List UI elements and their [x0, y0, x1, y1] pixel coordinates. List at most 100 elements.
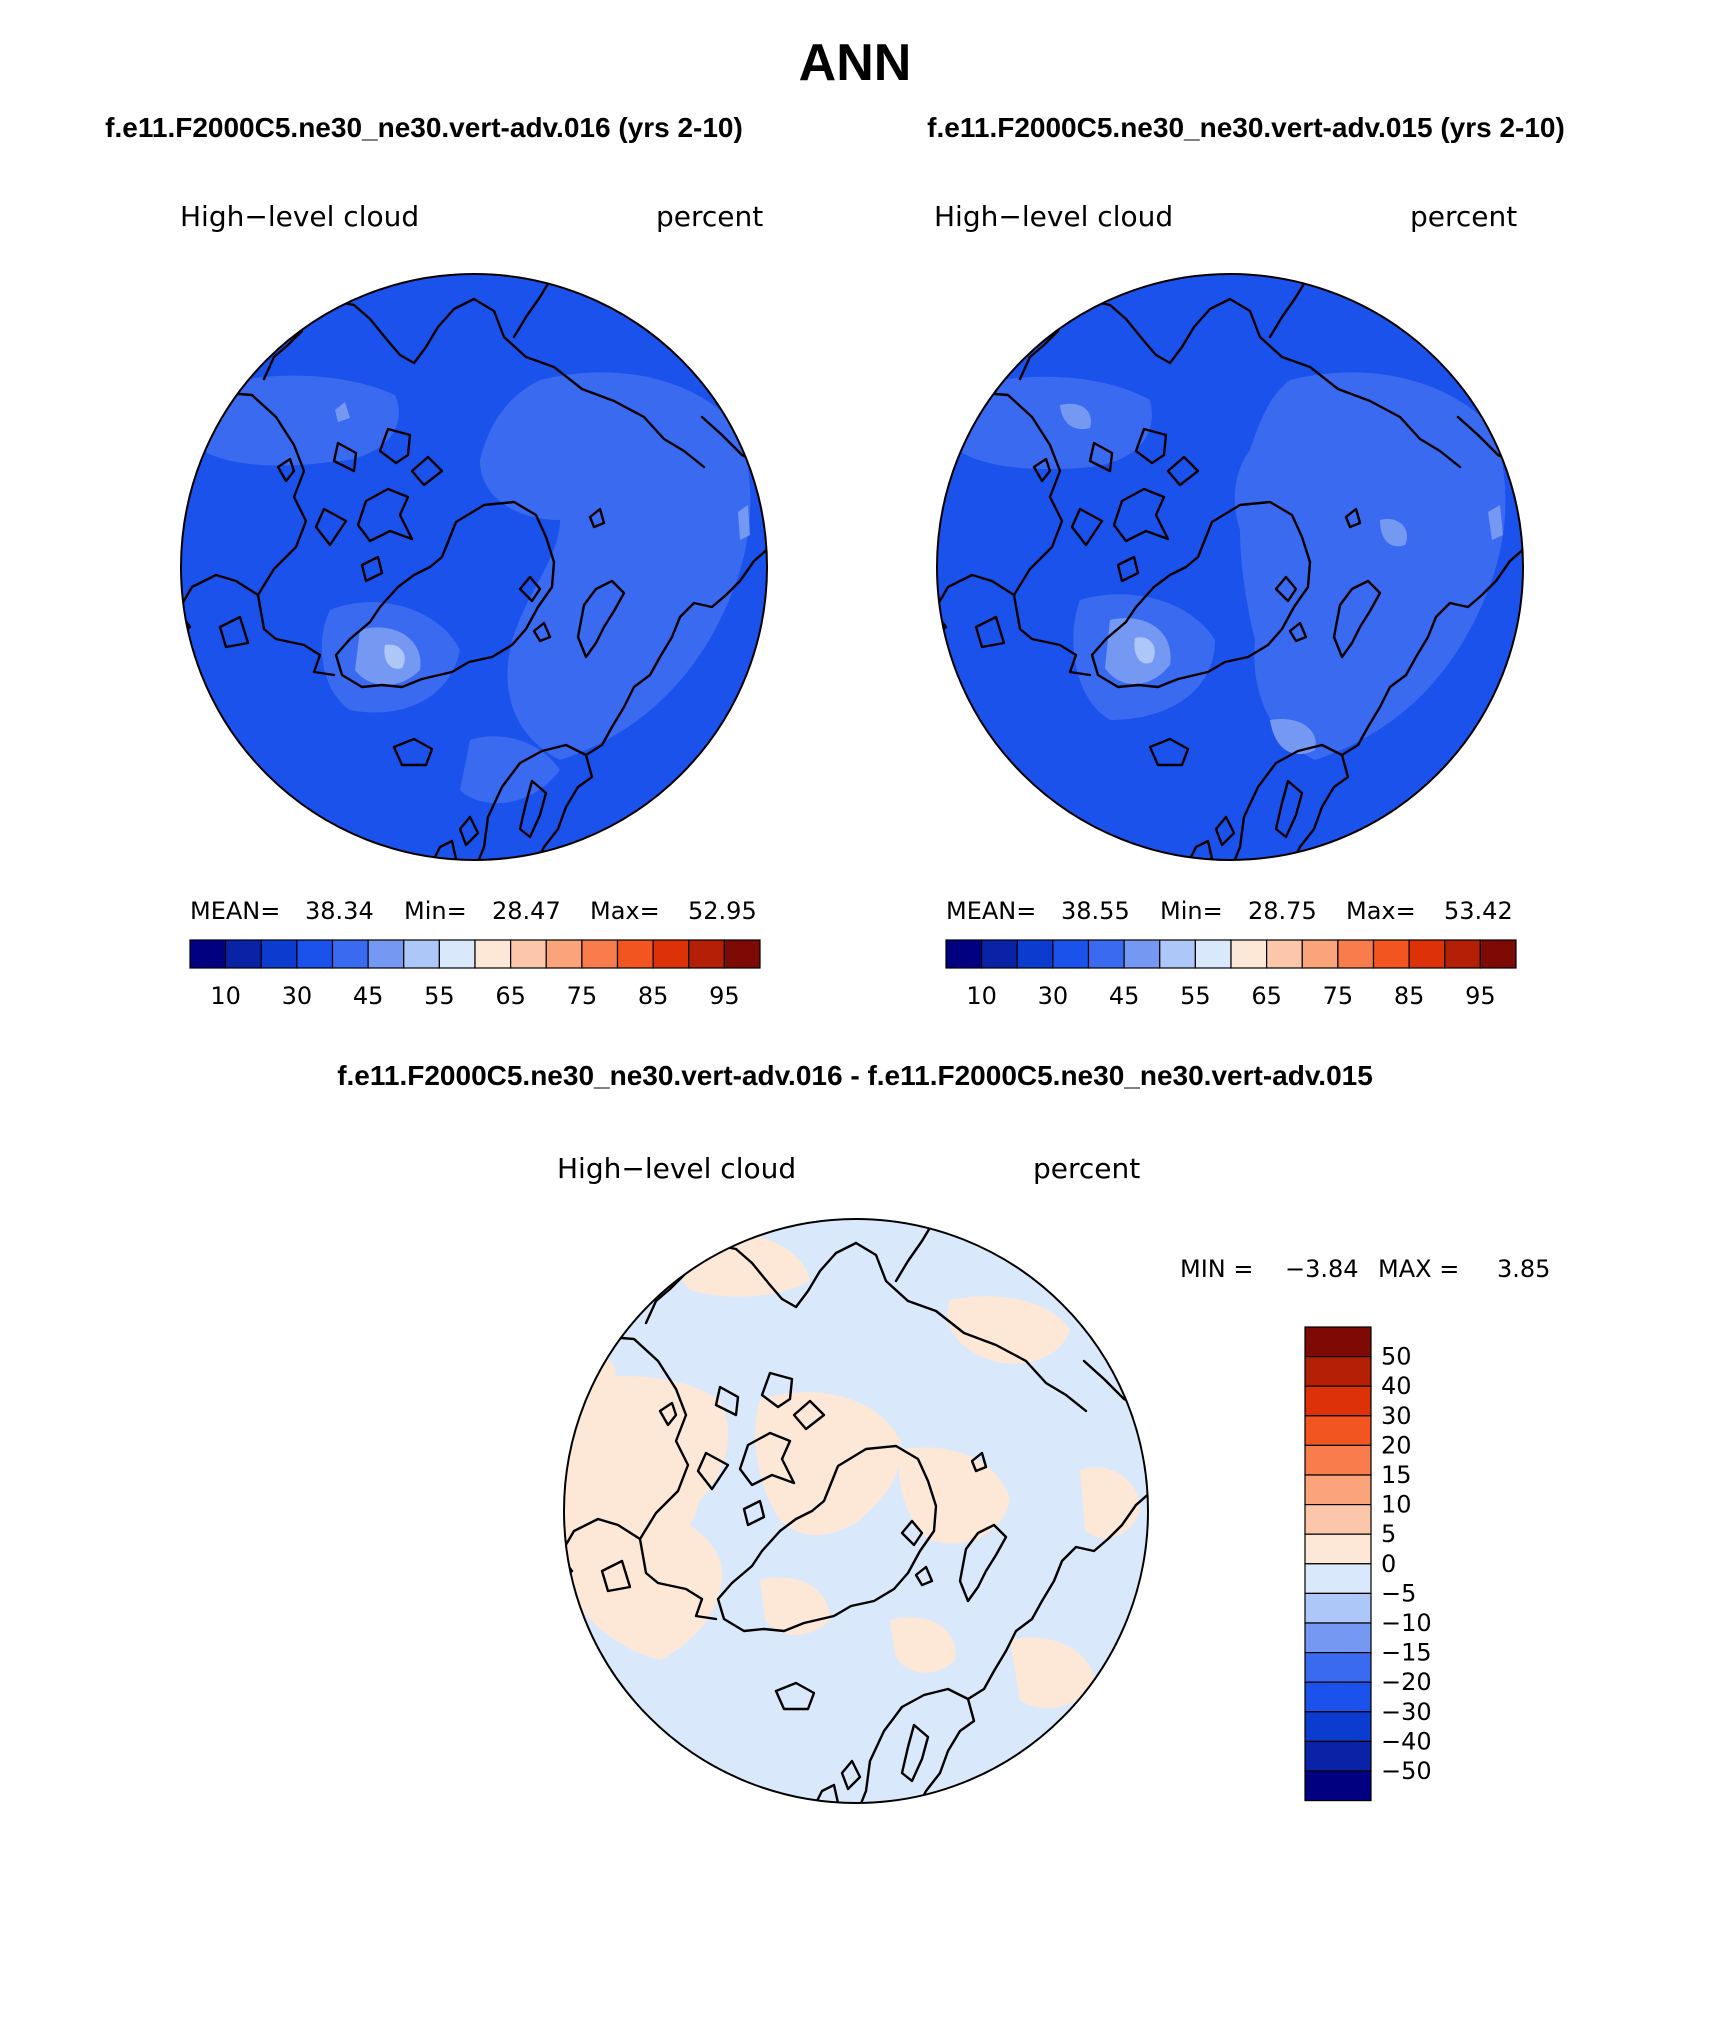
colorbar-016-swatch	[331, 939, 369, 969]
colorbar-016-tick-label: 75	[567, 982, 598, 1010]
max-label-015: Max=	[1346, 897, 1416, 925]
colorbar-016-tick-label: 55	[424, 982, 455, 1010]
min-value-016: 28.47	[492, 897, 561, 925]
colorbar-015-tick-label: 30	[1038, 982, 1069, 1010]
units-label-diff: percent	[1033, 1152, 1140, 1185]
colorbar-015-swatch	[1372, 939, 1410, 969]
colorbar-016-swatch	[581, 939, 619, 969]
colorbar-015-swatch	[1087, 939, 1125, 969]
difference-legend-swatch	[1304, 1503, 1372, 1535]
colorbar-016-swatch	[367, 939, 405, 969]
colorbar-016-swatch	[403, 939, 440, 969]
colorbar-016-tick-label: 85	[638, 982, 669, 1010]
difference-contours	[564, 1229, 1140, 1709]
polar-map-015	[936, 273, 1524, 861]
diff-min-label: MIN =	[1180, 1255, 1253, 1283]
colorbar-015-swatch	[1230, 939, 1268, 969]
diff-max-value: 3.85	[1497, 1255, 1550, 1283]
difference-legend-label: −20	[1381, 1668, 1432, 1696]
units-label-015: percent	[1410, 200, 1517, 233]
panel-case-015: f.e11.F2000C5.ne30_ne30.vert-adv.015 (yr…	[927, 112, 1565, 1010]
max-value-016: 52.95	[688, 897, 757, 925]
colorbar-015-swatch	[1194, 939, 1232, 969]
difference-legend-swatch	[1304, 1681, 1372, 1713]
difference-legend-label: −15	[1381, 1639, 1432, 1667]
difference-title: f.e11.F2000C5.ne30_ne30.vert-adv.016 - f…	[337, 1060, 1373, 1091]
colorbar-015-swatch	[1301, 939, 1339, 969]
stats-016: MEAN= 38.34 Min= 28.47 Max= 52.95	[190, 897, 757, 925]
mean-label-016: MEAN=	[190, 897, 280, 925]
colorbar-016-tick-label: 45	[353, 982, 384, 1010]
difference-legend-swatch	[1304, 1592, 1372, 1624]
colorbar-015-swatch	[1123, 939, 1161, 969]
map-border-diff	[563, 1218, 1149, 1804]
colorbar-016: 10 30 45 55 65 75 85 95	[189, 939, 761, 1010]
colorbar-016-swatch	[225, 939, 262, 969]
difference-legend-label: 5	[1381, 1520, 1396, 1548]
difference-legend-swatch	[1304, 1622, 1372, 1654]
colorbar-015-swatch	[1266, 939, 1303, 969]
colorbar-016-tick-label: 65	[495, 982, 526, 1010]
colorbar-016-tick-label: 95	[709, 982, 740, 1010]
diff-max-label: MAX =	[1378, 1255, 1459, 1283]
colorbar-016-swatch	[260, 939, 298, 969]
colorbar-015-swatch	[1408, 939, 1446, 969]
mean-label-015: MEAN=	[946, 897, 1036, 925]
colorbar-015-swatch	[945, 939, 983, 969]
colorbar-016-tick-label: 30	[282, 982, 313, 1010]
colorbar-015-tick-label: 45	[1109, 982, 1140, 1010]
colorbar-016-swatch	[438, 939, 476, 969]
min-label-016: Min=	[404, 897, 467, 925]
difference-legend-swatch	[1304, 1651, 1372, 1683]
difference-legend-label: 40	[1381, 1372, 1412, 1400]
panel-case-016: f.e11.F2000C5.ne30_ne30.vert-adv.016 (yr…	[105, 112, 768, 1010]
colorbar-016-swatch	[688, 939, 725, 969]
difference-legend-label: 0	[1381, 1550, 1396, 1578]
colorbar-015-tick-label: 65	[1251, 982, 1282, 1010]
stats-015: MEAN= 38.55 Min= 28.75 Max= 53.42	[946, 897, 1513, 925]
map-border-016	[180, 273, 768, 861]
difference-legend-swatch	[1304, 1474, 1372, 1506]
polar-map-difference	[563, 1218, 1149, 1804]
difference-legend-swatch	[1304, 1740, 1372, 1772]
polar-map-016	[180, 273, 768, 861]
cloud-contours-016	[190, 372, 751, 804]
colorbar-015-swatch	[1159, 939, 1196, 969]
colorbar-015-tick-label: 95	[1465, 982, 1496, 1010]
difference-legend-label: 15	[1381, 1461, 1412, 1489]
difference-legend-label: −10	[1381, 1609, 1432, 1637]
colorbar-016-swatch	[545, 939, 583, 969]
colorbar-015-swatch	[981, 939, 1018, 969]
variable-label-016: High−level cloud	[180, 200, 419, 233]
max-value-015: 53.42	[1444, 897, 1513, 925]
difference-legend-swatch	[1304, 1770, 1372, 1802]
colorbar-015: 10 30 45 55 65 75 85 95	[945, 939, 1517, 1010]
panel-difference: f.e11.F2000C5.ne30_ne30.vert-adv.016 - f…	[337, 1060, 1550, 1804]
colorbar-016-swatch	[616, 939, 654, 969]
case-title-015: f.e11.F2000C5.ne30_ne30.vert-adv.015 (yr…	[927, 112, 1565, 143]
difference-legend-label: 10	[1381, 1491, 1412, 1519]
colorbar-016-swatch	[189, 939, 227, 969]
colorbar-016-swatch	[296, 939, 334, 969]
difference-legend-swatch	[1304, 1385, 1372, 1417]
difference-legend-label: 30	[1381, 1402, 1412, 1430]
variable-label-015: High−level cloud	[934, 200, 1173, 233]
figure-title: ANN	[799, 34, 912, 92]
colorbar-015-swatch	[1016, 939, 1054, 969]
colorbar-016-swatch	[510, 939, 547, 969]
difference-legend-swatch	[1304, 1533, 1372, 1565]
colorbar-016-swatch	[474, 939, 512, 969]
difference-legend-label: −30	[1381, 1698, 1432, 1726]
mean-value-016: 38.34	[305, 897, 374, 925]
difference-legend-swatch	[1304, 1326, 1372, 1358]
colorbar-015-tick-label: 55	[1180, 982, 1211, 1010]
difference-legend-label: 20	[1381, 1431, 1412, 1459]
min-label-015: Min=	[1160, 897, 1223, 925]
colorbar-015-tick-label: 10	[966, 982, 997, 1010]
difference-legend-swatch	[1304, 1444, 1372, 1476]
map-border-015	[936, 273, 1524, 861]
colorbar-015-swatch	[1444, 939, 1481, 969]
difference-min-max: MIN = −3.84 MAX = 3.85	[1180, 1255, 1550, 1283]
